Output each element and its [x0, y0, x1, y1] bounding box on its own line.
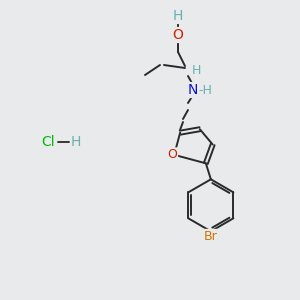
Text: Cl: Cl	[41, 135, 55, 149]
Text: Br: Br	[204, 230, 218, 243]
Text: O: O	[167, 148, 177, 161]
Text: N: N	[188, 83, 198, 97]
Text: H: H	[71, 135, 81, 149]
Text: H: H	[173, 9, 183, 23]
Text: O: O	[172, 28, 183, 42]
Text: H: H	[191, 64, 201, 76]
Text: -H: -H	[198, 85, 212, 98]
